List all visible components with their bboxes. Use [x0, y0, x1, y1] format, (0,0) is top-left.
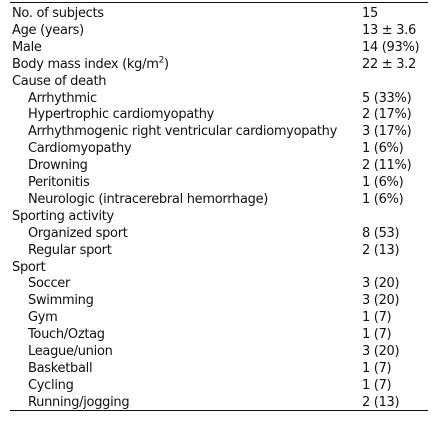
label-text: Gym — [28, 310, 58, 326]
row-value: 2 (17%) — [362, 107, 412, 123]
label-text: Running/jogging — [28, 394, 130, 410]
row-label: Arrhythmic — [28, 90, 97, 107]
row-value: 15 — [362, 6, 378, 21]
table-row: Cycling 1 (7) — [0, 377, 433, 394]
label-text: Cycling — [28, 377, 74, 393]
row-value: 22 ± 3.2 — [362, 56, 416, 72]
row-label: Soccer — [28, 275, 70, 292]
row-value: 13 ± 3.6 — [362, 22, 416, 38]
row-label: Sporting activity — [12, 208, 114, 225]
row-label: No. of subjects — [12, 5, 104, 22]
label-superscript: 2 — [158, 55, 165, 66]
row-value: 2 (13) — [362, 394, 400, 410]
row-label: Body mass index (kg/m2) — [12, 56, 169, 73]
label-text: Arrhythmic — [28, 90, 97, 106]
label-text: Cardiomyopathy — [28, 141, 132, 157]
label-text: Organized sport — [28, 225, 128, 241]
row-label: Sport — [12, 259, 46, 276]
label-text: Cause of death — [12, 73, 107, 89]
bottom-rule — [10, 410, 428, 411]
row-label: Male — [12, 39, 42, 56]
top-rule — [10, 2, 428, 3]
row-value: 1 (7) — [362, 377, 392, 393]
row-value: 8 (53) — [362, 225, 400, 241]
table-row: Sporting activity — [0, 208, 433, 225]
row-value: 2 (13) — [362, 242, 400, 258]
label-text: Peritonitis — [28, 175, 90, 190]
label-text: Arrhythmogenic right ventricular cardiom… — [28, 124, 338, 140]
table-row: Touch/Oztag 1 (7) — [0, 326, 433, 343]
row-value: 1 (7) — [362, 310, 392, 326]
label-text: Male — [12, 39, 42, 55]
row-value: 3 (17%) — [362, 124, 412, 140]
row-value: 2 (11%) — [362, 158, 412, 174]
table-row: Running/jogging 2 (13) — [0, 394, 433, 411]
label-text: Drowning — [28, 158, 88, 174]
table-row: Sport — [0, 259, 433, 276]
row-value: 1 (6%) — [362, 191, 404, 207]
table-row: Body mass index (kg/m2) 22 ± 3.2 — [0, 56, 433, 73]
table-row: Cardiomyopathy 1 (6%) — [0, 140, 433, 157]
label-text: Sporting activity — [12, 208, 114, 224]
label-text: Sport — [12, 259, 46, 275]
row-label: Neurologic (intracerebral hemorrhage) — [28, 191, 268, 208]
row-label: Age (years) — [12, 22, 84, 39]
table-row: Gym 1 (7) — [0, 309, 433, 326]
table-row: Cause of death — [0, 73, 433, 90]
label-text: Soccer — [28, 276, 71, 292]
row-label: Cycling — [28, 377, 74, 394]
row-value: 1 (6%) — [362, 175, 404, 190]
label-text: Regular sport — [28, 242, 112, 258]
table-row: Drowning 2 (11%) — [0, 157, 433, 174]
row-label: Drowning — [28, 157, 88, 174]
label-text: Age (years) — [12, 22, 84, 38]
label-text: Neurologic (intracerebral hemorrhage) — [28, 191, 269, 207]
label-text-end: ) — [164, 56, 169, 72]
table-row: Swimming 3 (20) — [0, 292, 433, 309]
row-value: 3 (20) — [362, 344, 400, 359]
table-row: No. of subjects 15 — [0, 5, 433, 22]
row-value: 14 (93%) — [362, 39, 420, 55]
row-label: Gym — [28, 309, 58, 326]
row-label: Hypertrophic cardiomyopathy — [28, 106, 214, 123]
label-text: Basketball — [28, 360, 93, 376]
table-row: Soccer 3 (20) — [0, 275, 433, 292]
label-text: Swimming — [28, 293, 94, 309]
row-value: 5 (33%) — [362, 90, 412, 106]
row-label: Organized sport — [28, 225, 128, 242]
table-row: Arrhythmogenic right ventricular cardiom… — [0, 123, 433, 140]
table-row: Hypertrophic cardiomyopathy 2 (17%) — [0, 106, 433, 123]
row-label: Running/jogging — [28, 394, 130, 411]
row-label: Peritonitis — [28, 174, 90, 191]
row-value: 1 (7) — [362, 360, 392, 376]
table-row: League/union 3 (20) — [0, 343, 433, 360]
table-row: Age (years) 13 ± 3.6 — [0, 22, 433, 39]
row-label: Swimming — [28, 292, 94, 309]
label-text: No. of subjects — [12, 6, 104, 21]
label-text: Touch/Oztag — [28, 327, 105, 343]
label-text: Body mass index (kg/m — [12, 56, 159, 72]
row-label: Cardiomyopathy — [28, 140, 132, 157]
row-label: Arrhythmogenic right ventricular cardiom… — [28, 123, 337, 140]
table-row: Neurologic (intracerebral hemorrhage) 1 (… — [0, 191, 433, 208]
row-value: 1 (7) — [362, 327, 392, 343]
row-label: Cause of death — [12, 73, 107, 90]
label-text: Hypertrophic cardiomyopathy — [28, 107, 215, 123]
row-label: League/union — [28, 343, 113, 360]
row-value: 1 (6%) — [362, 141, 404, 157]
table-row: Regular sport 2 (13) — [0, 242, 433, 259]
table-row: Peritonitis 1 (6%) — [0, 174, 433, 191]
table-row: Organized sport 8 (53) — [0, 225, 433, 242]
row-label: Touch/Oztag — [28, 326, 105, 343]
table-row: Male 14 (93%) — [0, 39, 433, 56]
row-value: 3 (20) — [362, 276, 400, 292]
table-row: Arrhythmic 5 (33%) — [0, 90, 433, 107]
label-text: League/union — [28, 344, 113, 359]
row-label: Basketball — [28, 360, 93, 377]
row-label: Regular sport — [28, 242, 112, 259]
table-row: Basketball 1 (7) — [0, 360, 433, 377]
row-value: 3 (20) — [362, 293, 400, 309]
